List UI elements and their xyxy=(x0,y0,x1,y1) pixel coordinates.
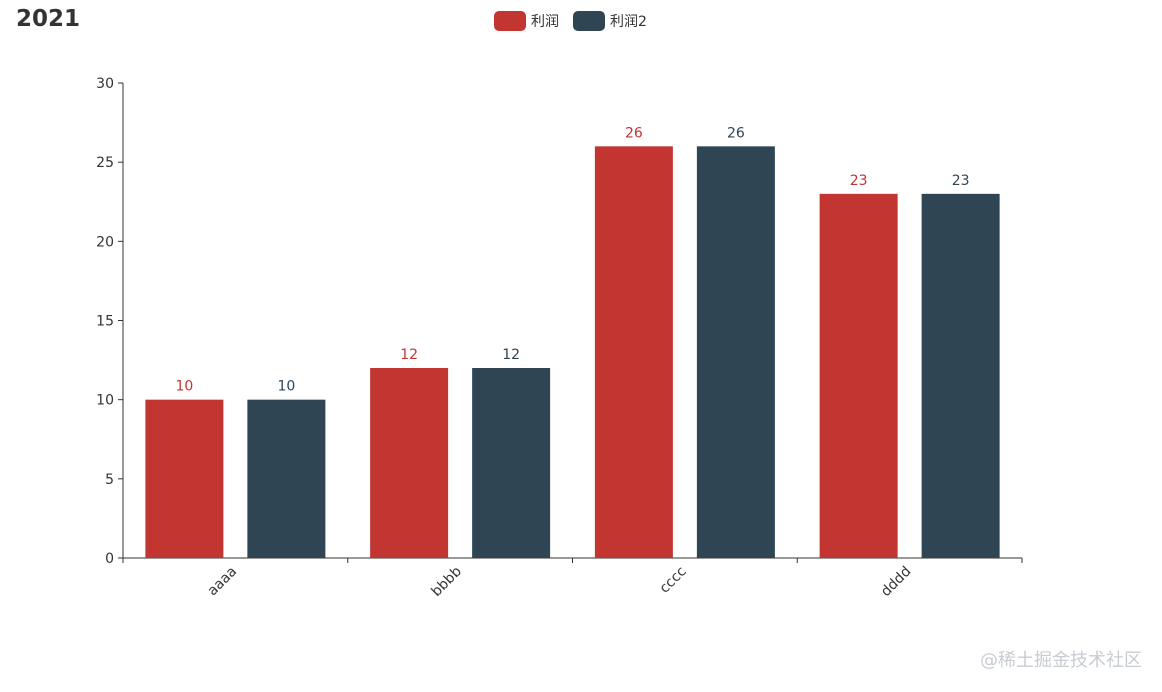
legend-swatch-series-1 xyxy=(494,11,526,31)
bar xyxy=(921,193,1000,559)
bar xyxy=(247,399,326,558)
legend-item-series-1[interactable]: 利润 xyxy=(494,11,559,31)
legend-label-series-1: 利润 xyxy=(531,14,559,30)
y-tick-label: 25 xyxy=(96,155,114,171)
data-label: 12 xyxy=(502,347,520,363)
y-tick-label: 30 xyxy=(96,76,114,92)
data-label: 12 xyxy=(400,347,418,363)
bar xyxy=(370,368,449,558)
x-tick-label: cccc xyxy=(657,564,690,597)
bar xyxy=(145,399,224,558)
x-tick-label: bbbb xyxy=(429,563,466,600)
y-tick-label: 10 xyxy=(96,393,114,409)
bar xyxy=(472,368,551,558)
bar xyxy=(819,193,898,559)
y-tick-label: 0 xyxy=(105,551,114,567)
watermark: @稀土掘金技术社区 xyxy=(980,650,1142,671)
x-tick-label: aaaa xyxy=(205,564,241,600)
y-tick-label: 20 xyxy=(96,234,114,250)
y-tick-label: 15 xyxy=(96,314,114,330)
legend-swatch-series-2 xyxy=(573,11,605,31)
data-label: 23 xyxy=(952,173,970,189)
data-label: 10 xyxy=(277,379,295,395)
bar xyxy=(696,146,775,559)
data-label: 26 xyxy=(625,125,643,141)
y-tick-label: 5 xyxy=(105,472,114,488)
legend-item-series-2[interactable]: 利润2 xyxy=(573,11,647,31)
data-label: 26 xyxy=(727,125,745,141)
data-label: 10 xyxy=(175,379,193,395)
legend-label-series-2: 利润2 xyxy=(610,14,647,30)
legend: 利润 利润2 xyxy=(494,11,661,31)
x-tick-label: dddd xyxy=(878,564,914,600)
data-label: 23 xyxy=(850,173,868,189)
chart-title: 2021 xyxy=(16,6,81,32)
bar xyxy=(594,146,673,559)
